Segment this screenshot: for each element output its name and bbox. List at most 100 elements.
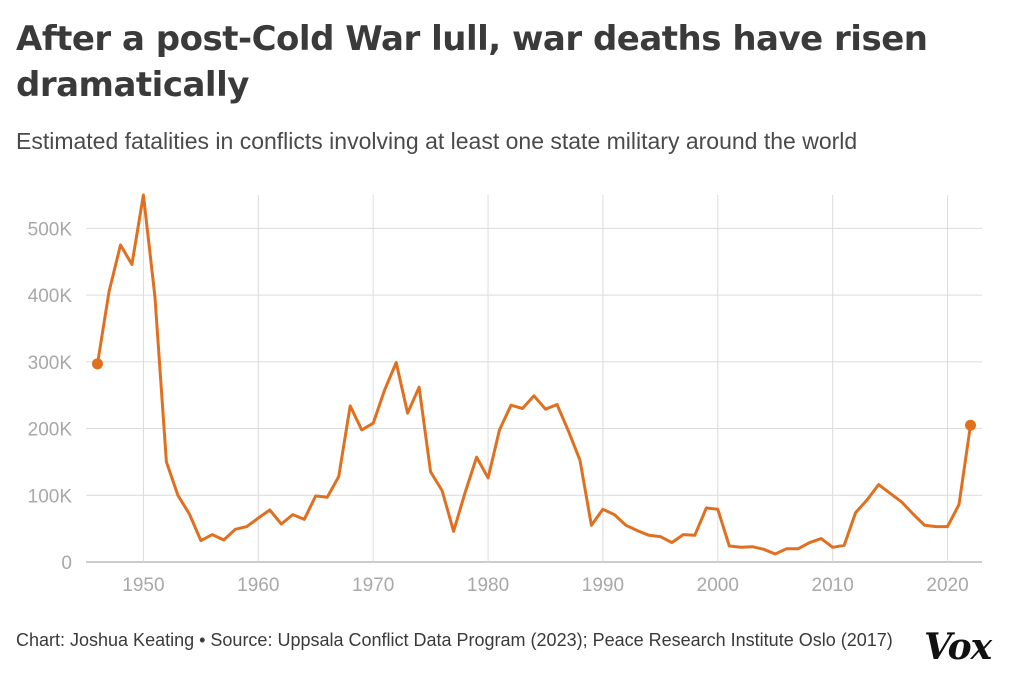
y-tick-label: 400K <box>28 286 73 307</box>
data-point <box>382 387 388 393</box>
data-point <box>267 507 273 513</box>
data-point <box>623 522 629 528</box>
data-point <box>761 546 767 552</box>
data-point <box>876 482 882 488</box>
y-tick-label: 300K <box>28 353 73 374</box>
data-point <box>933 524 939 530</box>
x-tick-label: 1970 <box>352 575 394 596</box>
data-point <box>853 510 859 516</box>
data-point <box>416 384 422 390</box>
data-point <box>772 551 778 557</box>
data-point <box>474 454 480 460</box>
data-point <box>221 537 227 543</box>
series-group <box>91 192 977 557</box>
data-point <box>945 524 951 530</box>
x-tick-label: 1950 <box>122 575 164 596</box>
data-point <box>255 515 261 521</box>
data-point <box>313 493 319 499</box>
data-point <box>175 492 181 498</box>
data-point <box>451 528 457 534</box>
data-point <box>140 192 146 198</box>
data-point <box>393 359 399 365</box>
x-tick-label: 1990 <box>582 575 624 596</box>
data-point <box>577 457 583 463</box>
data-point <box>899 499 905 505</box>
data-point <box>818 536 824 542</box>
series-line-fatalities <box>96 193 972 556</box>
data-point <box>370 420 376 426</box>
data-point <box>784 546 790 552</box>
chart-title: After a post-Cold War lull, war deaths h… <box>16 19 928 105</box>
source-credit: Chart: Joshua Keating • Source: Uppsala … <box>16 630 893 650</box>
x-tick-label: 1980 <box>467 575 509 596</box>
start-point-marker <box>91 358 103 370</box>
data-point <box>910 511 916 517</box>
data-point <box>301 516 307 522</box>
y-tick-label: 200K <box>28 420 73 441</box>
data-point <box>290 512 296 518</box>
data-point <box>830 544 836 550</box>
data-point <box>117 242 123 248</box>
data-point <box>864 497 870 503</box>
data-point <box>485 475 491 481</box>
data-point <box>439 488 445 494</box>
x-tick-label: 2010 <box>812 575 854 596</box>
data-point <box>232 526 238 532</box>
y-tick-labels: 0 100K 200K 300K 400K 500K <box>28 219 73 574</box>
data-point <box>749 544 755 550</box>
data-point <box>956 502 962 508</box>
x-tick-label: 2000 <box>697 575 739 596</box>
data-point <box>278 521 284 527</box>
data-point <box>634 528 640 534</box>
data-point <box>887 490 893 496</box>
data-point <box>359 427 365 433</box>
vox-logo: Vox <box>924 626 992 668</box>
data-point <box>738 544 744 550</box>
data-point <box>726 543 732 549</box>
data-point <box>703 505 709 511</box>
data-point <box>405 410 411 416</box>
y-tick-label: 500K <box>28 219 73 240</box>
y-tick-label: 0 <box>61 553 72 574</box>
data-point <box>588 522 594 528</box>
data-point <box>508 402 514 408</box>
data-point <box>198 538 204 544</box>
data-point <box>542 406 548 412</box>
x-tick-label: 1960 <box>237 575 279 596</box>
data-point <box>520 406 526 412</box>
end-point-marker <box>965 419 977 431</box>
data-point <box>554 402 560 408</box>
data-point <box>336 474 342 480</box>
data-point <box>209 532 215 538</box>
data-point <box>611 512 617 518</box>
data-point <box>462 490 468 496</box>
data-point <box>657 534 663 540</box>
data-point <box>129 261 135 267</box>
data-point <box>347 403 353 409</box>
x-gridlines <box>142 195 949 562</box>
data-point <box>669 540 675 546</box>
data-point <box>163 459 169 465</box>
x-tick-labels: 1950 1960 1970 1980 1990 2000 2010 2020 <box>122 575 968 596</box>
data-point <box>841 542 847 548</box>
data-point <box>106 289 112 295</box>
data-point <box>565 428 571 434</box>
data-point <box>600 506 606 512</box>
y-tick-label: 100K <box>28 486 73 507</box>
data-point <box>497 427 503 433</box>
chart-subtitle: Estimated fatalities in conflicts involv… <box>16 128 858 154</box>
data-point <box>152 293 158 299</box>
x-tick-label: 2020 <box>926 575 968 596</box>
data-point <box>531 393 537 399</box>
data-point <box>428 469 434 475</box>
data-point <box>646 532 652 538</box>
data-point <box>795 546 801 552</box>
data-point <box>922 522 928 528</box>
data-point <box>715 506 721 512</box>
data-point <box>324 494 330 500</box>
data-point <box>692 532 698 538</box>
data-point <box>807 540 813 546</box>
data-point <box>244 524 250 530</box>
data-point <box>680 532 686 538</box>
